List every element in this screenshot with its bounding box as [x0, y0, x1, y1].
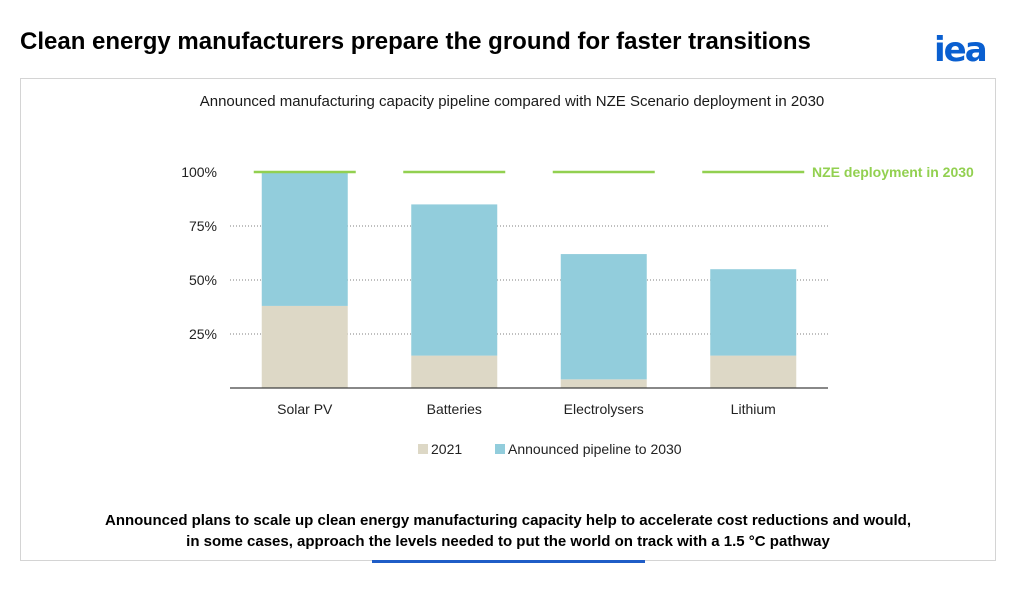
x-tick-label: Electrolysers	[564, 401, 644, 417]
bar-2021	[261, 305, 348, 388]
bar-pipeline-2030	[261, 172, 348, 306]
x-tick-label: Batteries	[427, 401, 482, 417]
bar-pipeline-2030	[411, 204, 498, 356]
legend-swatch	[495, 444, 505, 454]
bar-2021	[710, 355, 797, 388]
key-takeaway: Announced plans to scale up clean energy…	[20, 510, 996, 552]
y-tick-label: 75%	[189, 218, 217, 234]
page-title: Clean energy manufacturers prepare the g…	[20, 28, 811, 55]
y-tick-label: 25%	[189, 326, 217, 342]
x-tick-label: Solar PV	[277, 401, 333, 417]
chart-title: Announced manufacturing capacity pipelin…	[199, 93, 825, 110]
nze-reference-label: NZE deployment in 2030	[812, 164, 974, 180]
bar-pipeline-2030	[710, 269, 797, 356]
x-tick-label: Lithium	[731, 401, 776, 417]
legend-swatch	[418, 444, 428, 454]
y-tick-label: 50%	[189, 272, 217, 288]
bar-2021	[560, 379, 647, 388]
accent-underline	[372, 560, 645, 563]
legend-label: Announced pipeline to 2030	[508, 441, 682, 457]
chart-panel	[20, 78, 996, 561]
iea-logo: iea	[934, 30, 988, 70]
takeaway-line-2: in some cases, approach the levels neede…	[186, 533, 830, 550]
takeaway-line-1: Announced plans to scale up clean energy…	[104, 512, 912, 529]
legend-label: 2021	[431, 441, 462, 457]
bar-pipeline-2030	[560, 254, 647, 380]
y-tick-label: 100%	[181, 164, 217, 180]
bar-2021	[411, 355, 498, 388]
